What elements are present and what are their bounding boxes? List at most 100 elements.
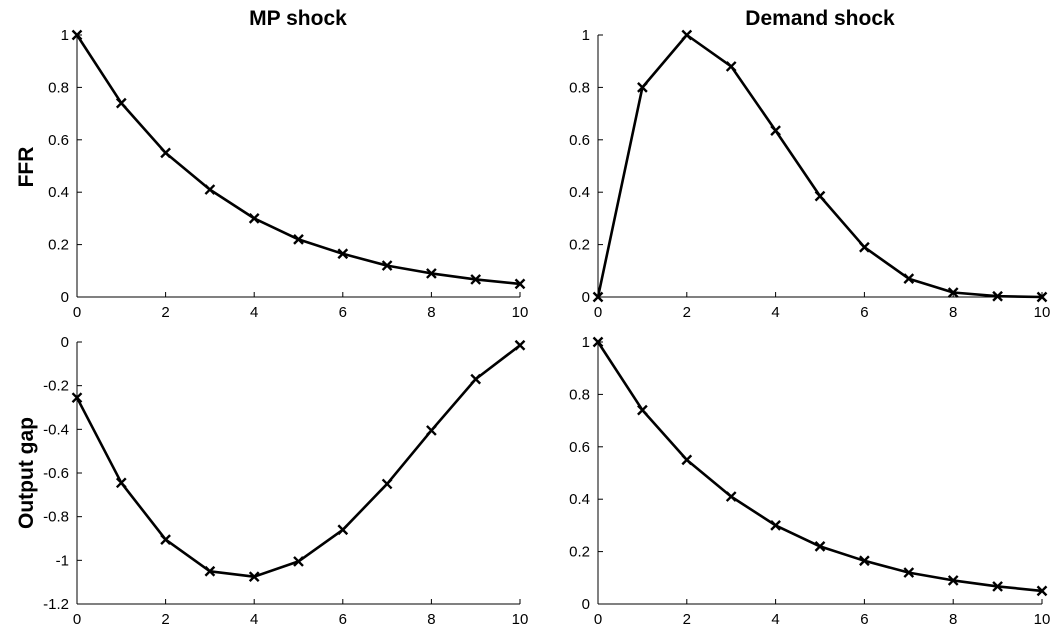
x-tick-label: 0 <box>594 304 602 321</box>
series-line <box>75 344 521 579</box>
series-line <box>596 33 1043 299</box>
data-point-marker <box>637 404 648 416</box>
data-point-marker <box>470 373 482 385</box>
data-point-marker <box>992 290 1003 302</box>
y-tick-label: 0.6 <box>569 132 590 149</box>
x-tick-label: 8 <box>427 304 435 321</box>
data-point-marker <box>381 260 393 271</box>
y-tick-label: 0.4 <box>569 184 590 201</box>
data-point-marker <box>426 425 437 436</box>
data-point-marker <box>814 541 826 552</box>
y-tick-label: 0.6 <box>569 439 590 456</box>
x-tick-label: 4 <box>250 611 258 628</box>
data-point-marker <box>903 567 915 578</box>
data-point-marker <box>337 524 349 536</box>
data-point-marker <box>859 241 870 253</box>
x-tick-label: 10 <box>512 304 529 321</box>
y-tick-label: 0.8 <box>569 386 590 403</box>
x-tick-label: 6 <box>860 304 868 321</box>
y-tick-label: 0.4 <box>569 491 590 508</box>
data-point-marker <box>204 184 216 195</box>
x-tick-label: 4 <box>250 304 258 321</box>
data-point-marker <box>814 190 826 202</box>
panel-output-gap-mp-shock: 0 2 4 6 8 10 -1.2 -1 -0.8 -0.6 -0.4 -0.2 0 <box>43 334 528 628</box>
y-tick-label: 0 <box>61 334 69 351</box>
series-line <box>75 34 521 286</box>
x-tick-label: 8 <box>427 611 435 628</box>
y-tick-label: -1 <box>56 552 69 569</box>
data-point-marker <box>293 234 304 245</box>
data-point-marker <box>381 478 393 490</box>
column-title-mp-shock: MP shock <box>249 7 347 30</box>
data-point-marker <box>681 454 693 466</box>
data-point-marker <box>160 147 171 159</box>
data-point-marker <box>248 571 260 583</box>
y-tick-label: 0 <box>61 289 69 306</box>
data-point-marker <box>115 477 127 489</box>
data-point-marker <box>426 268 437 279</box>
x-tick-label: 2 <box>161 304 169 321</box>
y-tick-label: 1 <box>582 27 590 44</box>
data-point-marker <box>248 213 260 224</box>
x-tick-label: 10 <box>1034 304 1051 321</box>
data-point-marker <box>337 248 349 260</box>
x-tick-label: 6 <box>339 304 347 321</box>
data-point-marker <box>681 29 693 41</box>
data-point-marker <box>947 287 959 298</box>
y-tick-label: 0 <box>582 289 590 306</box>
data-point-marker <box>514 278 526 290</box>
x-tick-label: 0 <box>73 304 81 321</box>
x-tick-label: 2 <box>161 611 169 628</box>
y-tick-label: -0.2 <box>43 378 69 395</box>
data-point-marker <box>947 575 959 586</box>
y-tick-label: 0.8 <box>569 79 590 96</box>
data-point-marker <box>992 581 1003 592</box>
row-label-ffr: FFR <box>15 147 38 188</box>
data-point-marker <box>1036 291 1048 303</box>
y-tick-label: 0.6 <box>48 132 69 149</box>
y-tick-label: 0.2 <box>48 237 69 254</box>
panel-ffr-demand-shock: 0 2 4 6 8 10 0 0.2 0.4 0.6 0.8 1 <box>569 27 1050 321</box>
y-tick-label: -0.4 <box>43 421 69 438</box>
x-tick-label: 8 <box>949 304 957 321</box>
data-point-marker <box>1036 585 1048 597</box>
x-tick-label: 8 <box>949 611 957 628</box>
y-tick-label: -1.2 <box>43 596 69 613</box>
data-point-marker <box>592 291 604 303</box>
data-point-marker <box>725 61 737 72</box>
y-tick-label: 0.2 <box>569 237 590 254</box>
x-tick-label: 2 <box>683 611 691 628</box>
x-tick-label: 10 <box>1034 611 1051 628</box>
data-point-marker <box>204 565 216 577</box>
data-point-marker <box>115 97 127 109</box>
data-point-marker <box>71 392 83 404</box>
data-point-marker <box>859 555 870 567</box>
x-tick-label: 4 <box>771 611 779 628</box>
column-title-demand-shock: Demand shock <box>745 7 895 30</box>
panel-output-gap-demand-shock: 0 2 4 6 8 10 0 0.2 0.4 0.6 0.8 1 <box>569 334 1050 628</box>
data-point-marker <box>725 491 737 502</box>
x-tick-label: 4 <box>771 304 779 321</box>
data-point-marker <box>293 556 304 567</box>
x-tick-label: 2 <box>683 304 691 321</box>
y-tick-label: -0.8 <box>43 509 69 526</box>
x-tick-label: 0 <box>73 611 81 628</box>
x-tick-label: 6 <box>860 611 868 628</box>
x-tick-label: 0 <box>594 611 602 628</box>
data-point-marker <box>903 273 915 285</box>
y-tick-label: 1 <box>582 334 590 351</box>
x-tick-label: 6 <box>339 611 347 628</box>
data-point-marker <box>637 82 648 93</box>
row-label-output-gap: Output gap <box>15 417 38 529</box>
data-point-marker <box>71 29 83 41</box>
data-point-marker <box>160 534 171 545</box>
y-tick-label: 1 <box>61 27 69 44</box>
y-tick-label: 0.4 <box>48 184 69 201</box>
panel-ffr-mp-shock: 0 2 4 6 8 10 0 0.2 0.4 0.6 0.8 1 <box>48 27 528 321</box>
y-tick-label: 0 <box>582 596 590 613</box>
y-tick-label: -0.6 <box>43 465 69 482</box>
data-point-marker <box>770 125 781 136</box>
x-tick-label: 10 <box>512 611 529 628</box>
data-point-marker <box>770 520 781 531</box>
